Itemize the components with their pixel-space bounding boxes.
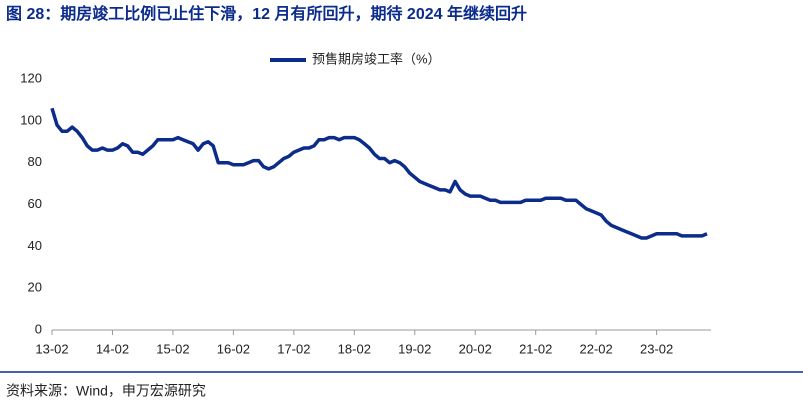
chart-title: 图 28：期房竣工比例已止住下滑，12 月有所回升，期待 2024 年继续回升: [6, 4, 527, 23]
x-tick-label: 23-02: [640, 341, 673, 356]
x-tick-label: 15-02: [156, 341, 189, 356]
x-tick-label: 13-02: [35, 341, 68, 356]
x-tick-label: 16-02: [217, 341, 250, 356]
x-tick-label: 21-02: [519, 341, 552, 356]
y-tick-label: 0: [35, 321, 42, 336]
y-tick-label: 120: [20, 70, 42, 85]
legend-label: 预售期房竣工率（%）: [312, 51, 441, 66]
source: 资料来源：Wind，申万宏源研究: [6, 383, 206, 399]
series-line: [50, 107, 708, 240]
y-tick-label: 80: [28, 154, 42, 169]
x-tick-label: 17-02: [277, 341, 310, 356]
y-tick-label: 100: [20, 112, 42, 127]
x-tick-label: 18-02: [338, 341, 371, 356]
x-tick-label: 22-02: [580, 341, 613, 356]
x-tick-label: 19-02: [398, 341, 431, 356]
y-tick-label: 60: [28, 196, 42, 211]
y-tick-label: 40: [28, 238, 42, 253]
x-tick-label: 20-02: [459, 341, 492, 356]
x-tick-label: 14-02: [96, 341, 129, 356]
y-tick-label: 20: [28, 280, 42, 295]
